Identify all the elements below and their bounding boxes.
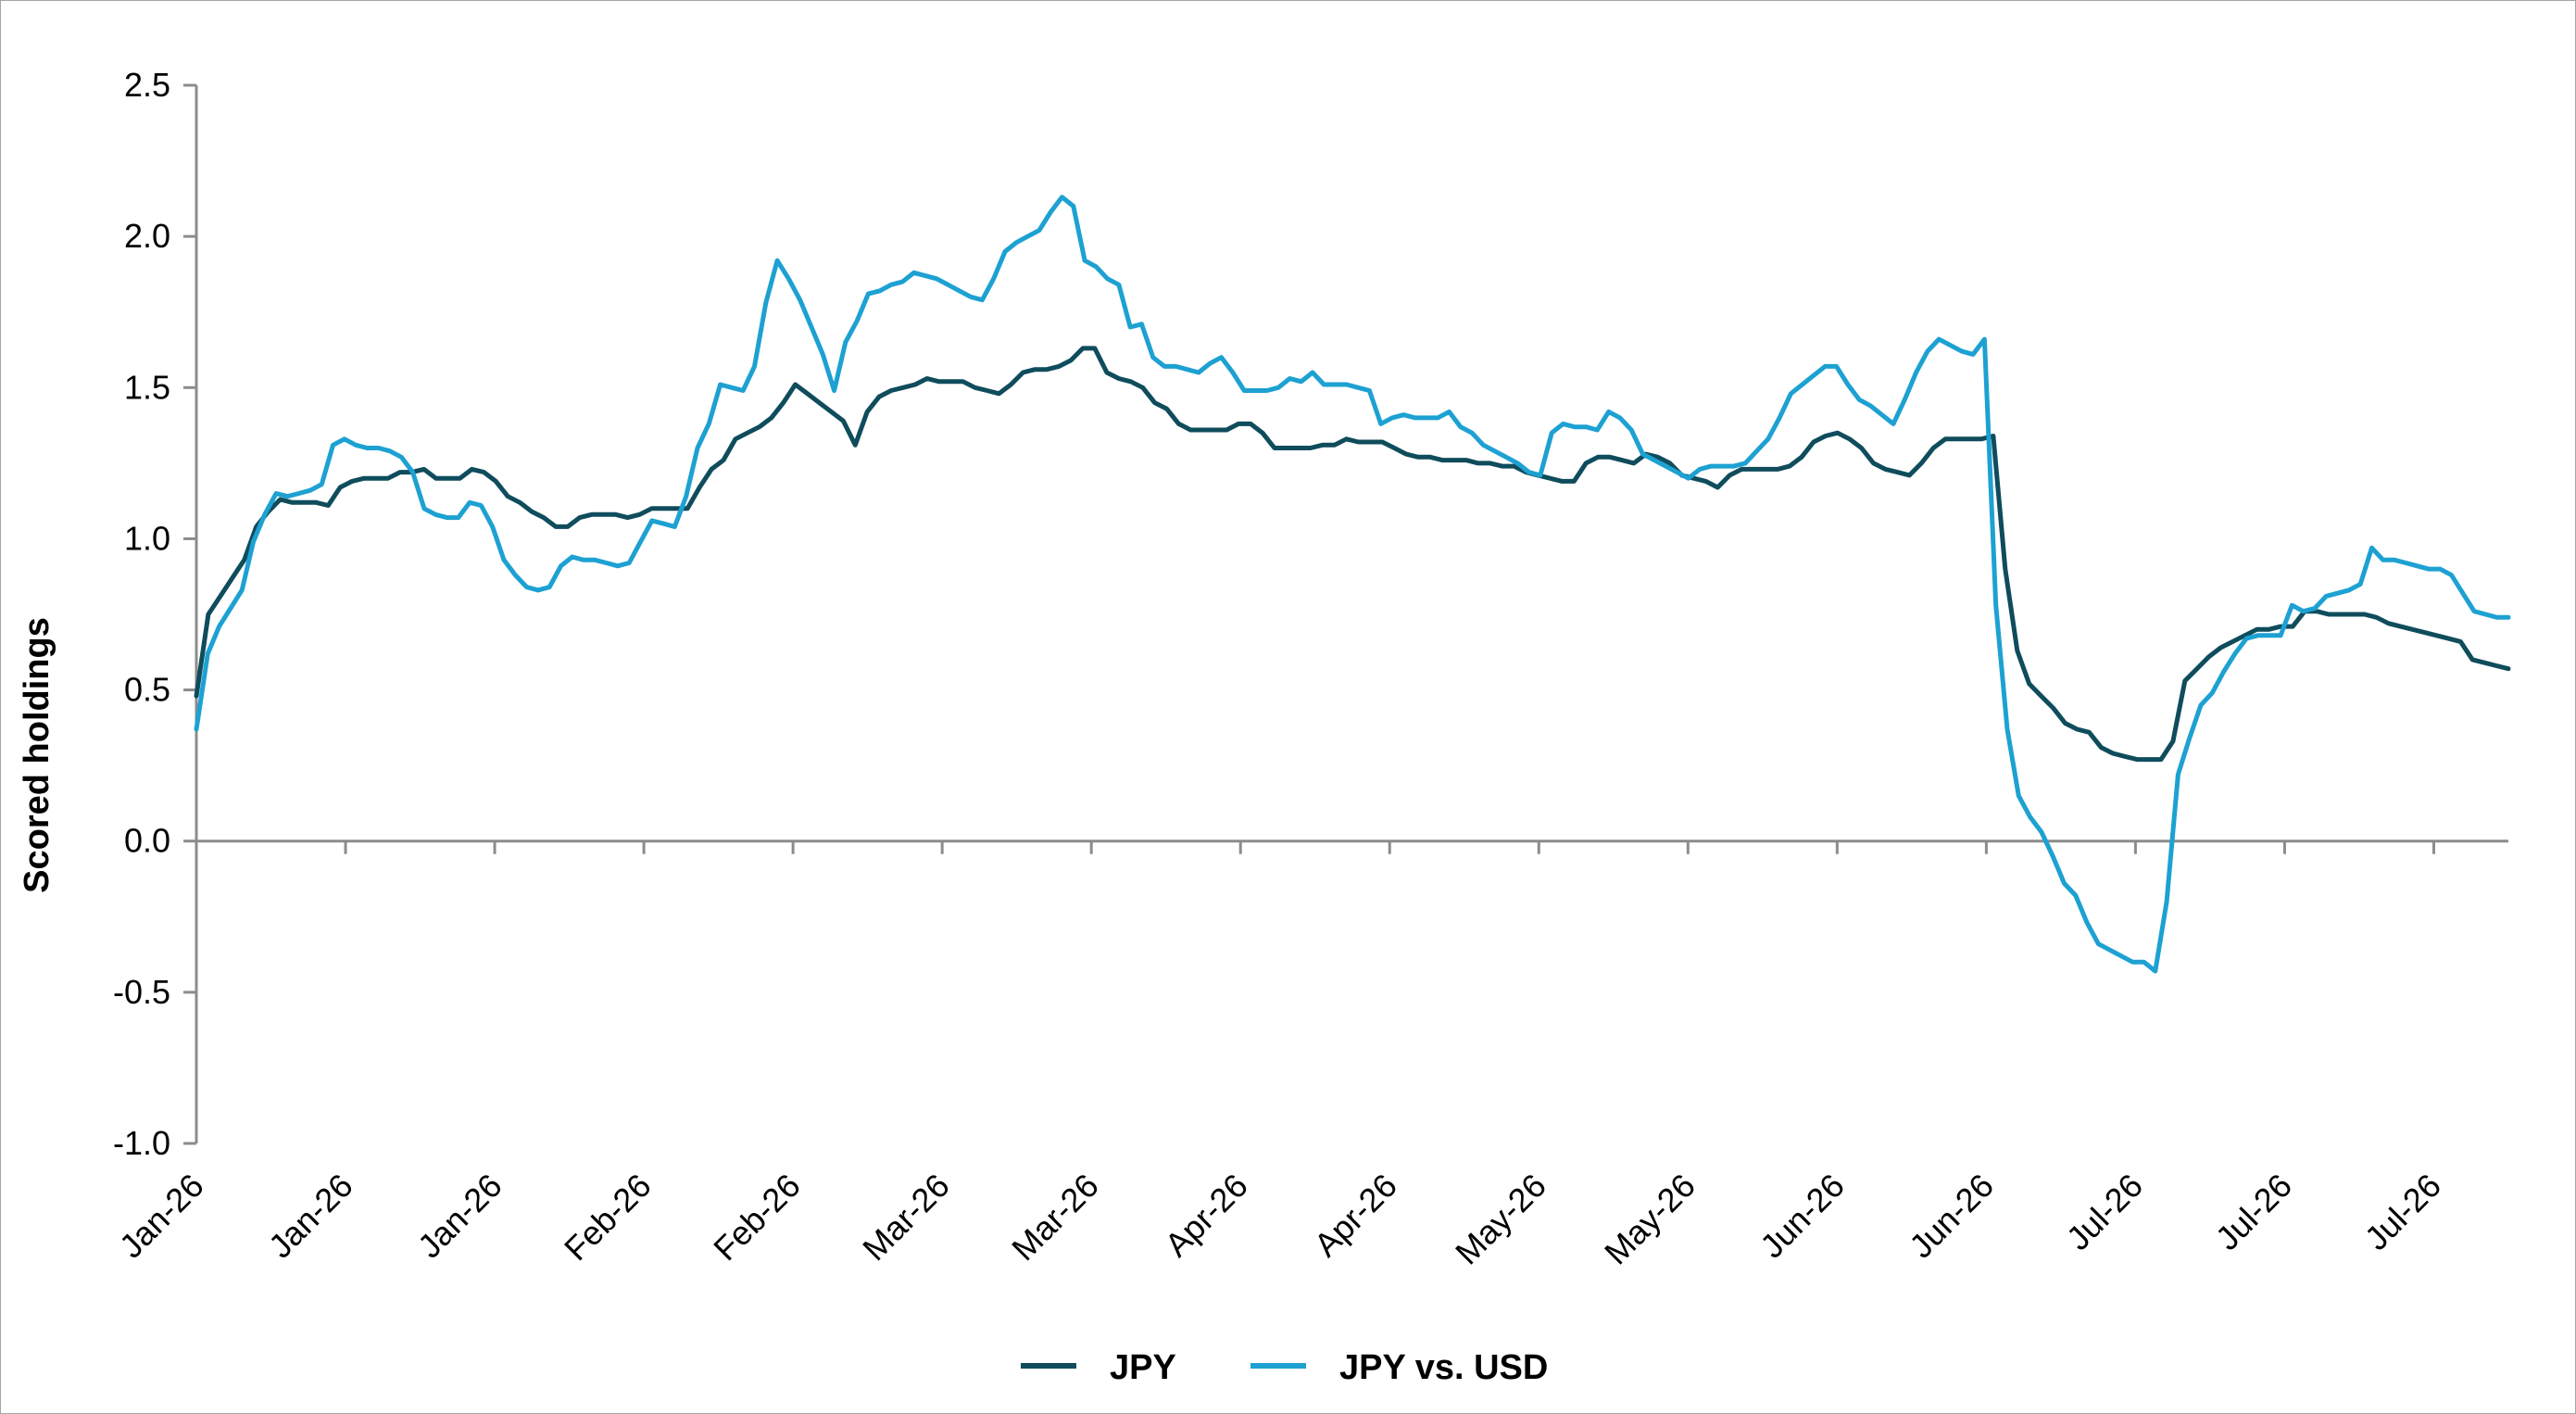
series-line-jpy [194, 346, 2511, 763]
x-tick-label: Jun-26 [1902, 1167, 2001, 1266]
x-tick-label: May-26 [1597, 1167, 1703, 1272]
legend-item-jpy-vs-usd: JPY vs. USD [1250, 1348, 1548, 1387]
legend-label-jpy: JPY [1110, 1348, 1176, 1387]
y-tick-label: 2.0 [124, 217, 170, 255]
y-tick-label: 2.5 [124, 66, 170, 104]
plot-area: 2.52.01.51.00.50.0-0.5-1.0 Jan-26 Jan-26 J… [112, 66, 2511, 1272]
legend-label-jpy-vs-usd: JPY vs. USD [1339, 1348, 1548, 1387]
y-tick-label: 0.5 [124, 671, 170, 709]
x-tick-label: Apr-26 [1307, 1167, 1404, 1264]
series-line-jpy-vs-usd [194, 195, 2511, 974]
y-tick-label: 1.5 [124, 368, 170, 406]
x-tick-label: Jun-26 [1753, 1167, 1852, 1266]
x-tick-label: Jul-26 [2357, 1167, 2448, 1257]
series-layer [194, 195, 2511, 974]
x-tick-label: Jul-26 [2059, 1167, 2150, 1257]
y-tick-label: -0.5 [113, 973, 170, 1011]
legend: JPY JPY vs. USD [1021, 1348, 1548, 1387]
y-axis-title: Scored holdings [18, 617, 57, 893]
y-tick-label: -1.0 [113, 1124, 170, 1162]
x-tick-label: Jan-26 [410, 1167, 509, 1266]
x-tick-label: Jul-26 [2208, 1167, 2299, 1257]
y-axis: 2.5 2.0 1.5 1.0 0.5 0.0 -0.5 -1.0 [113, 66, 198, 1162]
x-tick-label: Apr-26 [1157, 1167, 1254, 1264]
x-tick-label: Feb-26 [557, 1167, 659, 1269]
x-tick-label: May-26 [1448, 1167, 1553, 1272]
x-tick-label: Jan-26 [112, 1167, 211, 1266]
y-tick-label: 1.0 [124, 519, 170, 557]
x-tick-label: Mar-26 [1004, 1167, 1106, 1269]
x-tick-label: Feb-26 [706, 1167, 808, 1269]
y-tick-label: 0.0 [124, 822, 170, 860]
x-axis: Jan-26 Jan-26 Jan-26 Feb-26 Feb-26 Mar-26 Mar-… [112, 840, 2508, 1272]
x-tick-label: Jan-26 [261, 1167, 360, 1266]
x-tick-label: Mar-26 [855, 1167, 957, 1269]
legend-item-jpy: JPY [1021, 1348, 1176, 1387]
